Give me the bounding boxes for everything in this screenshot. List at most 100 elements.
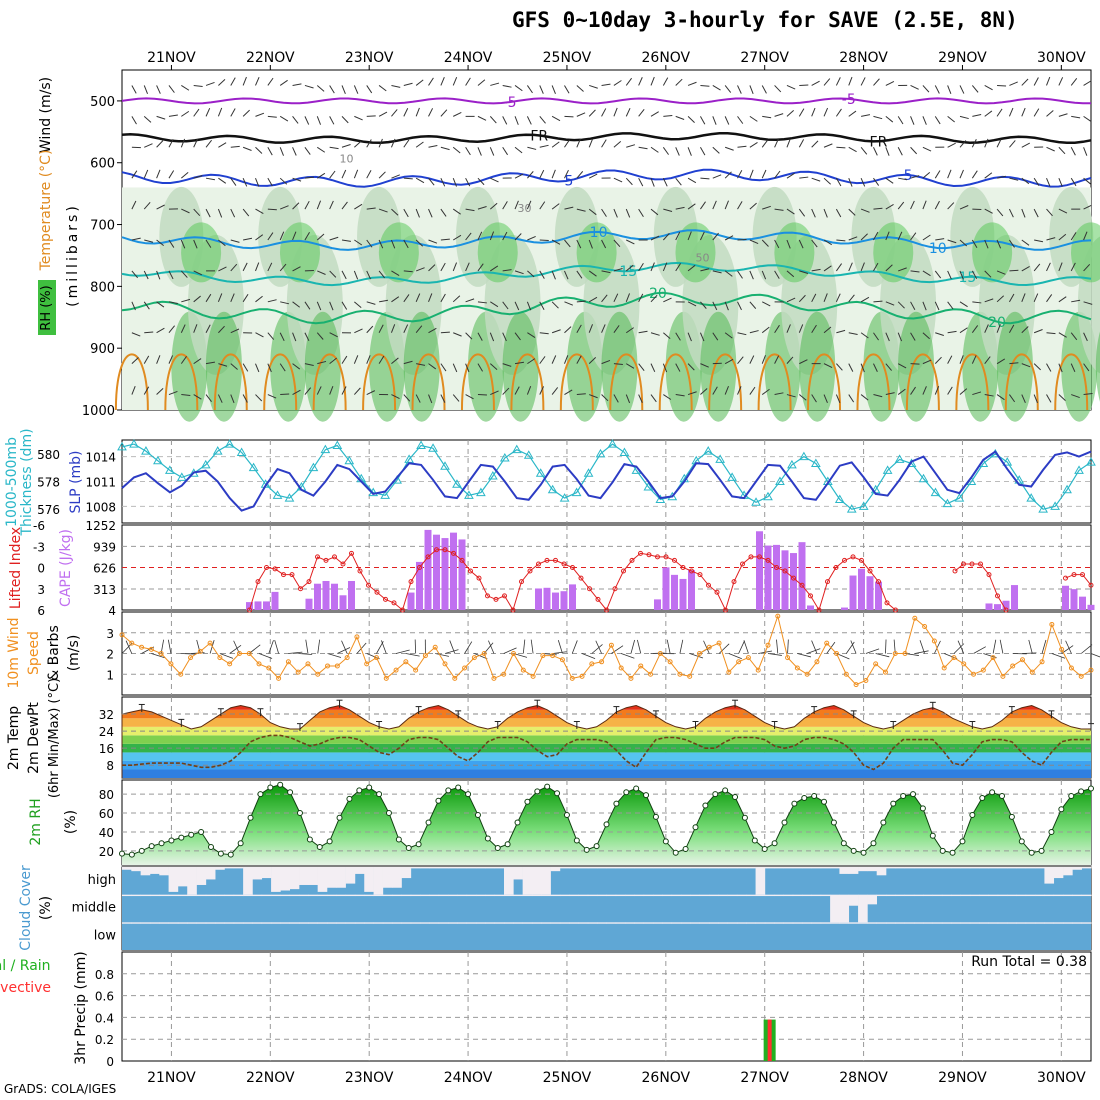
cloud-gap-middle bbox=[149, 894, 160, 897]
cloud-gap-low bbox=[979, 922, 989, 924]
wind-barb bbox=[971, 325, 979, 334]
wind-barb bbox=[378, 355, 385, 364]
wind-barb bbox=[428, 77, 434, 86]
cloud-gap-high bbox=[774, 867, 784, 869]
wind-barb bbox=[737, 386, 742, 395]
wind-barb bbox=[514, 200, 519, 210]
wind-barb bbox=[514, 301, 520, 311]
li-point bbox=[417, 565, 422, 570]
li-tick-label: 6 bbox=[37, 604, 45, 618]
slp-tick-label: 1014 bbox=[85, 451, 116, 465]
rh-point bbox=[494, 845, 501, 851]
wind-barb bbox=[144, 331, 154, 334]
wind-barb bbox=[156, 140, 164, 148]
wind-barb bbox=[440, 177, 446, 187]
thickness-point bbox=[583, 468, 594, 477]
wind-barb bbox=[798, 239, 804, 249]
cloud-gap-high bbox=[802, 867, 812, 869]
wind-speed-point bbox=[745, 655, 751, 661]
wind-barb bbox=[823, 107, 829, 117]
wind-barb bbox=[514, 361, 525, 365]
temp-band bbox=[122, 769, 1091, 778]
wind-barb bbox=[440, 262, 446, 272]
wind-barb bbox=[415, 293, 421, 303]
wind-barb bbox=[1083, 204, 1092, 210]
cape-bar bbox=[263, 601, 270, 610]
cloud-gap-high bbox=[177, 867, 188, 887]
thickness-point bbox=[655, 494, 666, 503]
wind-barb bbox=[811, 239, 818, 248]
cloud-gap-low bbox=[131, 922, 141, 924]
wind-speed-point bbox=[687, 673, 693, 679]
wind-barb bbox=[489, 231, 495, 241]
wind-barb bbox=[143, 85, 149, 95]
wind-speed-point bbox=[1088, 667, 1094, 673]
wind-barb bbox=[156, 169, 161, 179]
cloud-gap-low bbox=[485, 922, 495, 924]
wind-barb bbox=[1058, 233, 1067, 241]
cape-tick-label: 4 bbox=[108, 604, 116, 618]
thickness-point bbox=[763, 491, 773, 501]
date-label-top: 25NOV bbox=[543, 50, 592, 66]
wind-barb bbox=[971, 239, 978, 248]
cloud-gap-middle bbox=[438, 894, 449, 897]
surface-isotherm-arc bbox=[905, 353, 940, 411]
wind-barb bbox=[625, 177, 633, 186]
wind-barb bbox=[848, 262, 853, 272]
li-point bbox=[842, 557, 847, 563]
wind-barb-10m bbox=[845, 641, 855, 654]
wind-barb bbox=[576, 112, 586, 117]
rh-point bbox=[1058, 806, 1065, 813]
wind-barb bbox=[502, 231, 508, 241]
isotherm-line bbox=[121, 261, 1092, 287]
surface-isotherm-arc bbox=[460, 353, 495, 411]
wind-barb bbox=[860, 146, 868, 155]
wind-barb bbox=[873, 207, 883, 210]
wind-barb bbox=[798, 294, 806, 303]
cloud-gap-low bbox=[811, 922, 822, 924]
rh-point bbox=[287, 789, 294, 796]
wind-barb bbox=[922, 146, 932, 152]
wind-speed-point bbox=[148, 646, 154, 652]
wind-barb-10m bbox=[274, 639, 279, 654]
wind-barb bbox=[1021, 239, 1030, 246]
wind-barb bbox=[959, 85, 965, 94]
wind-barb bbox=[996, 175, 1006, 179]
wind-barb bbox=[279, 115, 289, 122]
cape-bar bbox=[662, 567, 670, 610]
wind-tick-label: 1 bbox=[106, 668, 114, 682]
temp-tick-label: 16 bbox=[99, 742, 114, 756]
cloud-gap-low bbox=[550, 922, 561, 924]
li-point bbox=[349, 550, 354, 556]
wind-speed-point bbox=[119, 632, 125, 638]
surface-isotherm-arc bbox=[164, 353, 199, 411]
wind-barb bbox=[366, 85, 373, 94]
wind-speed-line bbox=[121, 614, 1092, 686]
cloud-gap-low bbox=[1044, 922, 1055, 924]
wind-barb bbox=[1009, 394, 1016, 403]
li-tick-label: 3 bbox=[37, 583, 45, 597]
wind-barb bbox=[811, 293, 817, 303]
ylabel-thickness-1: 1000-500mb bbox=[4, 437, 20, 527]
wind-barb bbox=[366, 355, 371, 364]
wind-speed-point bbox=[775, 613, 781, 619]
cloud-gap-low bbox=[531, 922, 542, 924]
wind-barb-10m bbox=[689, 653, 704, 659]
wind-barb bbox=[181, 85, 190, 91]
cloud-gap-middle bbox=[774, 894, 784, 897]
cloud-gap-middle bbox=[429, 894, 440, 897]
wind-barb bbox=[292, 116, 299, 124]
wind-barb bbox=[551, 169, 556, 179]
li-point bbox=[604, 607, 609, 613]
wind-barb bbox=[255, 394, 263, 402]
cloud-gap-low bbox=[252, 922, 263, 924]
wind-barb bbox=[316, 301, 322, 311]
wind-barb bbox=[403, 239, 409, 249]
wind-barb bbox=[489, 332, 495, 342]
wind-barb bbox=[576, 85, 584, 92]
isotherm-label: 15 bbox=[958, 270, 976, 286]
wind-barb bbox=[415, 141, 424, 148]
wind-barb bbox=[625, 208, 631, 218]
